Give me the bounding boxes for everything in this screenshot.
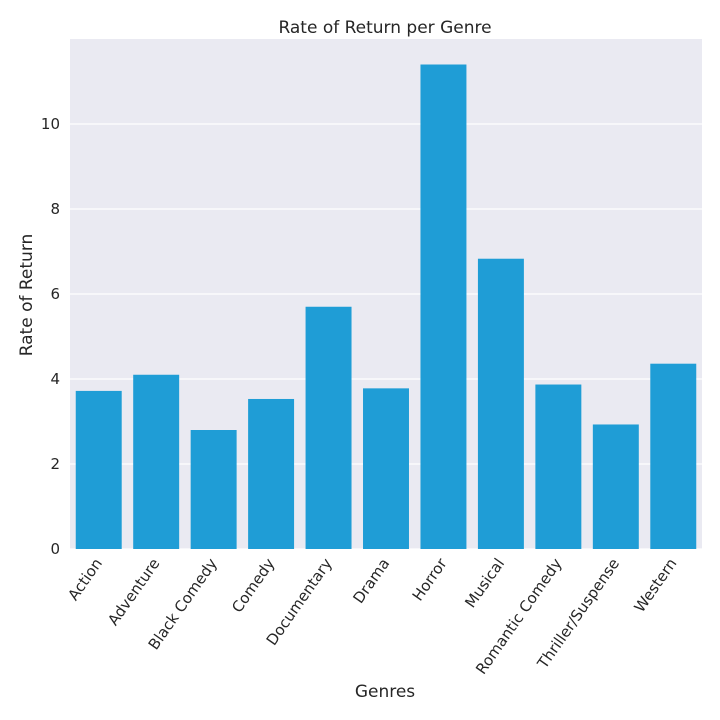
y-tick-label: 6 <box>50 285 60 303</box>
bars <box>75 64 697 549</box>
bar-horror <box>420 64 467 549</box>
bar-drama <box>363 388 409 549</box>
y-tick-label: 0 <box>50 540 60 558</box>
x-tick-label: Adventure <box>104 555 163 629</box>
bar-western <box>650 363 697 549</box>
x-tick-label: Comedy <box>228 555 278 616</box>
y-tick-labels: 0 2 4 6 8 10 <box>41 115 60 558</box>
bar-black-comedy <box>190 430 237 549</box>
bar-action <box>75 390 122 549</box>
x-tick-label: Drama <box>349 555 393 607</box>
x-tick-label: Musical <box>461 555 508 611</box>
y-tick-label: 10 <box>41 115 60 133</box>
y-tick-label: 4 <box>50 370 60 388</box>
x-tick-label: Action <box>64 555 106 604</box>
x-axis-label: Genres <box>355 682 415 702</box>
x-tick-label: Horror <box>409 554 451 604</box>
bar-documentary <box>305 306 352 549</box>
x-tick-label: Western <box>631 555 681 616</box>
chart-title: Rate of Return per Genre <box>278 18 491 38</box>
y-tick-label: 8 <box>50 200 60 218</box>
bar-adventure <box>133 374 180 549</box>
y-axis-label: Rate of Return <box>17 234 37 357</box>
bar-romantic-comedy <box>535 384 582 549</box>
bar-comedy <box>248 398 295 549</box>
y-tick-label: 2 <box>50 455 60 473</box>
bar-thriller-suspense <box>592 424 639 549</box>
bar-musical <box>477 258 524 549</box>
